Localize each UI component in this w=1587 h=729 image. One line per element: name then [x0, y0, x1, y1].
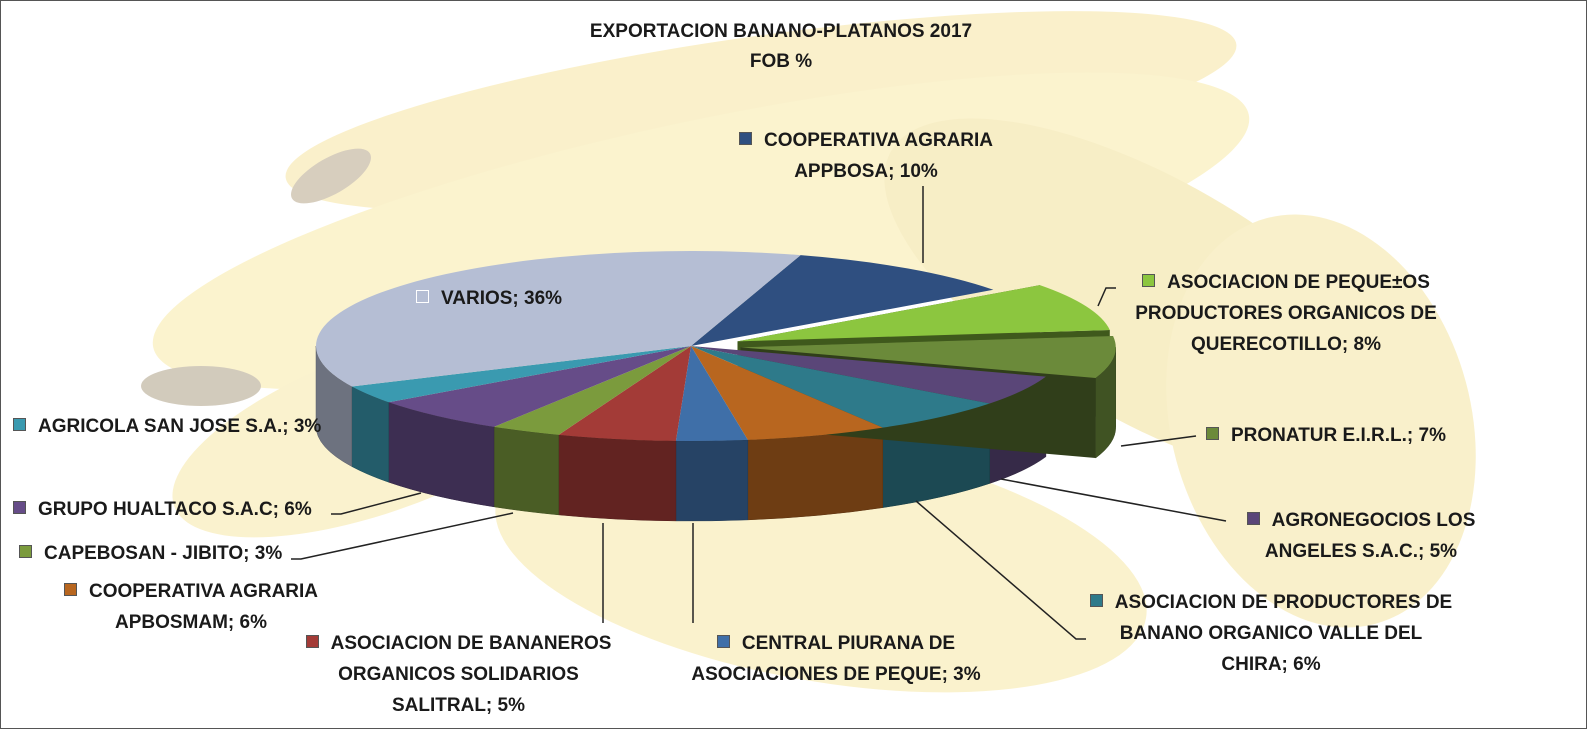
data-label: VARIOS; 36% [416, 283, 616, 314]
slice [351, 346, 691, 403]
data-label: AGRICOLA SAN JOSE S.A.; 3% [13, 411, 353, 442]
legend-marker [716, 635, 730, 648]
data-label: GRUPO HUALTACO S.A.C; 6% [13, 494, 343, 525]
legend-marker [1142, 274, 1156, 287]
legend-marker [13, 418, 26, 431]
leader-line [1097, 287, 1116, 307]
slice [691, 255, 994, 346]
label-text: CENTRAL PIURANA DE ASOCIACIONES DE PEQUE… [691, 633, 981, 685]
chart-title: EXPORTACION BANANO-PLATANOS 2017 [589, 21, 973, 42]
label-text: COOPERATIVA AGRARIA APBOSMAM; 6% [88, 581, 319, 633]
slice-side [675, 439, 749, 522]
leader-line [915, 500, 1086, 640]
data-label: AGRONEGOCIOS LOS ANGELES S.A.C.; 5% [1231, 505, 1491, 567]
legend-marker [19, 545, 32, 558]
legend-marker [738, 132, 752, 145]
slice-side [351, 386, 389, 483]
label-text: COOPERATIVA AGRARIA APPBOSA; 10% [763, 130, 994, 182]
label-text: ASOCIACION DE BANANEROS ORGANICOS SOLIDA… [330, 633, 612, 716]
label-text: CAPEBOSAN - JIBITO; 3% [44, 543, 283, 564]
chart-subtitle: FOB % [749, 51, 813, 72]
leader-line [291, 512, 514, 560]
slice [388, 346, 691, 427]
data-label: COOPERATIVA AGRARIA APBOSMAM; 6% [41, 576, 341, 638]
slice [493, 346, 691, 435]
slice [691, 346, 883, 440]
slice-side [747, 427, 884, 521]
legend-marker [305, 635, 319, 648]
slice [558, 346, 691, 441]
slice [315, 250, 801, 387]
slice-side [493, 426, 559, 516]
leader-line [331, 492, 422, 515]
slice [691, 346, 1046, 404]
slice [675, 346, 748, 442]
legend-marker [63, 583, 77, 596]
label-text: AGRICOLA SAN JOSE S.A.; 3% [38, 416, 322, 437]
leader-line [1120, 435, 1197, 447]
label-text: VARIOS; 36% [441, 288, 563, 309]
data-label: CENTRAL PIURANA DE ASOCIACIONES DE PEQUE… [681, 628, 991, 690]
data-label: PRONATUR E.I.R.L.; 7% [1206, 420, 1496, 451]
legend-marker [1246, 512, 1260, 525]
slice [737, 285, 1110, 342]
slice [740, 335, 1116, 378]
label-text: AGRONEGOCIOS LOS ANGELES S.A.C.; 5% [1264, 510, 1476, 562]
label-text: GRUPO HUALTACO S.A.C; 6% [38, 499, 312, 520]
data-label: ASOCIACION DE PRODUCTORES DE BANANO ORGA… [1086, 587, 1456, 680]
legend-marker [1089, 594, 1103, 607]
legend-marker [416, 290, 429, 303]
label-text: PRONATUR E.I.R.L.; 7% [1231, 425, 1446, 446]
data-label: ASOCIACION DE BANANEROS ORGANICOS SOLIDA… [291, 628, 626, 721]
leader-line [1000, 478, 1227, 522]
label-text: ASOCIACION DE PRODUCTORES DE BANANO ORGA… [1114, 592, 1453, 675]
data-label: ASOCIACION DE PEQUE±OS PRODUCTORES ORGAN… [1121, 267, 1451, 360]
slice-side [558, 434, 677, 522]
legend-marker [13, 501, 26, 514]
data-label: COOPERATIVA AGRARIA APPBOSA; 10% [721, 125, 1011, 187]
legend-marker [1206, 427, 1219, 440]
data-label: CAPEBOSAN - JIBITO; 3% [19, 538, 319, 569]
label-text: ASOCIACION DE PEQUE±OS PRODUCTORES ORGAN… [1135, 272, 1437, 355]
slice [691, 346, 990, 428]
